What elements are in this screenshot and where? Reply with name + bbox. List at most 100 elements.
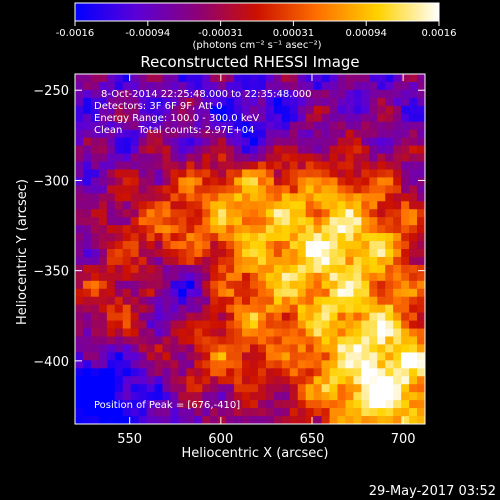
- heatmap-cell: [281, 280, 291, 290]
- heatmap-cell: [393, 249, 402, 258]
- heatmap-cell: [75, 400, 84, 409]
- heatmap-cell: [377, 241, 386, 250]
- heatmap-cell: [369, 296, 378, 306]
- heatmap-cell: [265, 272, 275, 282]
- heatmap-cell: [305, 296, 315, 306]
- heatmap-cell: [90, 145, 100, 154]
- heatmap-cell: [114, 264, 124, 274]
- heatmap-cell: [417, 74, 425, 83]
- heatmap-cell: [337, 256, 346, 266]
- heatmap-cell: [257, 344, 267, 353]
- heatmap-cell: [417, 209, 425, 218]
- heatmap-cell: [353, 97, 362, 107]
- colorbar-tick-label: -0.00094: [125, 28, 170, 39]
- heatmap-cell: [257, 312, 267, 321]
- heatmap-cell: [242, 328, 251, 337]
- heatmap-cell: [257, 368, 267, 377]
- heatmap-cell: [138, 344, 147, 353]
- heatmap-cell: [401, 249, 410, 258]
- heatmap-cell: [146, 145, 155, 154]
- heatmap-cell: [345, 344, 354, 353]
- heatmap-cell: [106, 264, 116, 274]
- heatmap-cell: [265, 384, 275, 393]
- heatmap-cell: [98, 312, 108, 321]
- heatmap-cell: [226, 408, 235, 417]
- heatmap-cell: [305, 201, 315, 210]
- heatmap-cell: [417, 400, 425, 409]
- heatmap-cell: [202, 153, 211, 162]
- heatmap-cell: [218, 233, 227, 242]
- heatmap-cell: [186, 169, 195, 178]
- heatmap-cell: [345, 81, 354, 91]
- heatmap-cell: [82, 201, 92, 210]
- heatmap-cell: [305, 256, 315, 266]
- heatmap-cell: [98, 169, 108, 178]
- heatmap-cell: [75, 97, 84, 107]
- heatmap-cell: [234, 249, 243, 258]
- heatmap-cell: [257, 97, 267, 107]
- heatmap-cell: [218, 249, 227, 258]
- heatmap-cell: [138, 288, 147, 298]
- heatmap-cell: [122, 145, 132, 154]
- heatmap-cell: [122, 217, 132, 226]
- heatmap-cell: [122, 193, 132, 202]
- heatmap-cell: [170, 113, 179, 123]
- heatmap-cell: [242, 249, 251, 258]
- heatmap-cell: [90, 185, 100, 194]
- heatmap-cell: [345, 288, 354, 298]
- heatmap-cell: [257, 384, 267, 393]
- colorbar-tick-label: 0.00094: [346, 28, 387, 39]
- heatmap-cell: [385, 392, 394, 401]
- heatmap-cell: [273, 384, 283, 393]
- heatmap-cell: [417, 272, 425, 282]
- heatmap-cell: [75, 225, 84, 234]
- heatmap-cell: [369, 97, 378, 107]
- heatmap-cell: [75, 74, 84, 83]
- heatmap-cell: [250, 89, 259, 99]
- heatmap-cell: [401, 296, 410, 306]
- heatmap-cell: [106, 400, 116, 409]
- heatmap-cell: [345, 249, 354, 258]
- heatmap-cell: [114, 312, 124, 321]
- heatmap-cell: [305, 336, 315, 345]
- heatmap-cell: [393, 400, 402, 409]
- heatmap-cell: [401, 344, 410, 353]
- heatmap-cell: [226, 177, 235, 186]
- heatmap-cell: [377, 153, 386, 162]
- heatmap-cell: [138, 129, 147, 139]
- heatmap-cell: [194, 145, 203, 154]
- heatmap-cell: [242, 81, 251, 91]
- heatmap-cell: [226, 209, 235, 218]
- heatmap-cell: [305, 272, 315, 282]
- heatmap-cell: [98, 352, 108, 361]
- heatmap-cell: [361, 392, 370, 401]
- heatmap-cell: [210, 384, 219, 393]
- heatmap-cell: [130, 153, 140, 162]
- heatmap-cell: [75, 336, 84, 345]
- heatmap-cell: [250, 376, 259, 385]
- footer-date: 29-May-2017 03:52: [369, 484, 496, 499]
- heatmap-cell: [234, 169, 243, 178]
- heatmap-cell: [242, 376, 251, 385]
- colorbar-unit: (photons cm⁻² s⁻¹ asec⁻²): [192, 40, 321, 51]
- heatmap-cell: [257, 264, 267, 274]
- heatmap-cell: [194, 74, 203, 83]
- heatmap-cell: [75, 161, 84, 170]
- heatmap-cell: [257, 280, 267, 290]
- heatmap-cell: [162, 344, 171, 353]
- heatmap-cell: [82, 264, 92, 274]
- heatmap-cell: [194, 280, 203, 290]
- heatmap-cell: [361, 264, 370, 274]
- heatmap-cell: [122, 360, 132, 369]
- heatmap-cell: [138, 145, 147, 154]
- heatmap-cell: [162, 304, 171, 314]
- heatmap-cell: [337, 121, 346, 131]
- heatmap-cell: [114, 280, 124, 290]
- heatmap-cell: [226, 225, 235, 234]
- heatmap-cell: [385, 288, 394, 298]
- heatmap-cell: [321, 97, 330, 107]
- heatmap-cell: [409, 344, 418, 353]
- heatmap-cell: [90, 137, 100, 146]
- heatmap-cell: [178, 97, 187, 107]
- heatmap-cell: [353, 328, 362, 337]
